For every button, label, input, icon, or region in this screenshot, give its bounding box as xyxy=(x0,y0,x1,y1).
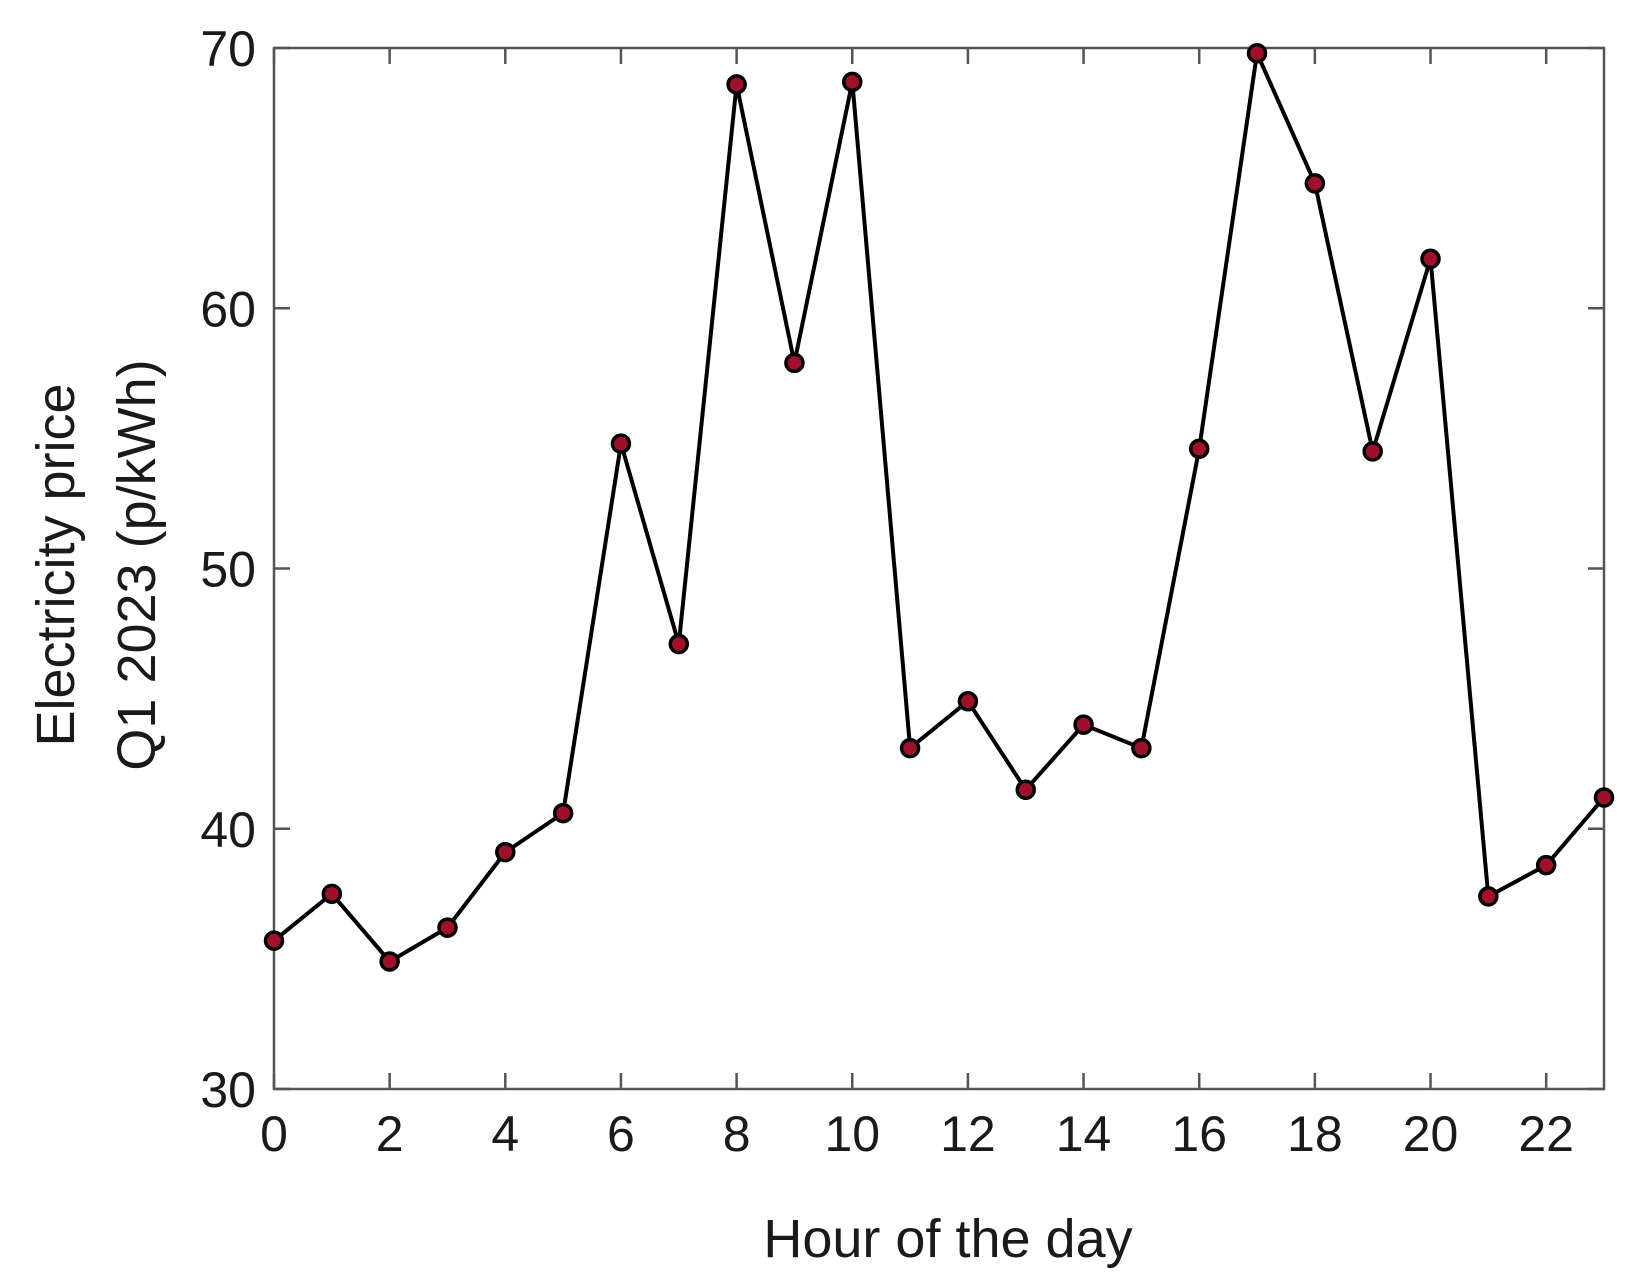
data-point xyxy=(379,951,400,972)
x-axis-ticks: 0 2 4 6 8 10 12 14 16 18 20 22 xyxy=(260,48,1574,1162)
y-axis-label-group: Electricity price Q1 2023 (p/kWh) xyxy=(26,359,167,770)
x-tick-label: 10 xyxy=(824,1106,880,1162)
data-point xyxy=(726,74,747,95)
data-point xyxy=(668,633,690,655)
x-tick-label: 14 xyxy=(1056,1106,1112,1162)
x-tick-label: 18 xyxy=(1287,1106,1343,1162)
data-point xyxy=(1246,42,1268,64)
data-point xyxy=(1478,886,1499,907)
data-point xyxy=(610,433,632,454)
plot-area xyxy=(272,46,1606,1091)
data-point xyxy=(1015,779,1036,800)
x-tick-label: 16 xyxy=(1171,1106,1227,1162)
data-point xyxy=(263,930,285,951)
x-tick-label: 6 xyxy=(607,1106,635,1162)
x-axis-label: Hour of the day xyxy=(763,1209,1132,1269)
data-point xyxy=(1362,441,1383,462)
data-point xyxy=(1188,438,1210,460)
data-point xyxy=(1073,714,1094,735)
x-tick-label: 22 xyxy=(1518,1106,1574,1162)
y-tick-label: 70 xyxy=(200,21,256,77)
x-tick-label: 0 xyxy=(260,1106,288,1162)
y-axis-label-line-1: Electricity price xyxy=(26,383,86,746)
y-axis-ticks: 30 40 50 60 70 xyxy=(200,21,1604,1118)
data-point xyxy=(957,690,979,712)
series-line xyxy=(272,51,1606,964)
data-point xyxy=(1535,854,1557,876)
y-axis-label-line-2: Q1 2023 (p/kWh) xyxy=(107,359,167,770)
y-tick-label: 60 xyxy=(200,281,256,337)
y-tick-label: 30 xyxy=(200,1062,256,1118)
data-point xyxy=(784,352,805,374)
x-tick-label: 4 xyxy=(491,1106,519,1162)
data-point xyxy=(899,737,921,759)
data-point xyxy=(1131,737,1152,759)
x-tick-label: 2 xyxy=(376,1106,404,1162)
y-tick-label: 50 xyxy=(200,542,256,598)
x-tick-label: 8 xyxy=(723,1106,751,1162)
data-point xyxy=(842,71,863,93)
data-point xyxy=(437,917,458,938)
data-point xyxy=(552,802,574,824)
series-layer xyxy=(263,42,1615,972)
data-point xyxy=(1593,787,1615,808)
data-point xyxy=(321,883,343,905)
data-point xyxy=(1304,173,1326,194)
data-point xyxy=(1420,248,1441,270)
x-tick-label: 20 xyxy=(1403,1106,1459,1162)
y-tick-label: 40 xyxy=(200,802,256,858)
axes-frame xyxy=(272,46,1606,1091)
data-point xyxy=(495,841,516,863)
x-tick-label: 12 xyxy=(940,1106,996,1162)
